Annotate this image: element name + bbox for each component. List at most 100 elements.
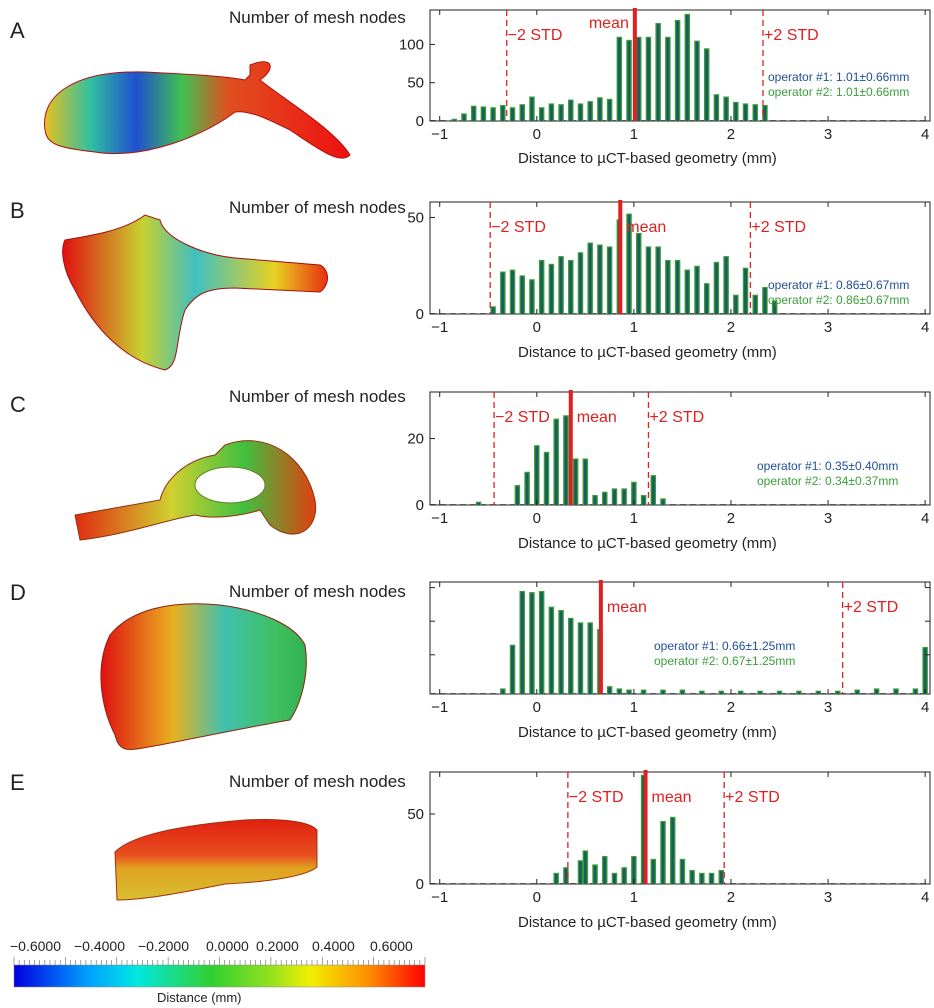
operator-2-stat: operator #2: 0.86±0.67mm [768, 293, 909, 307]
operator-1-stat: operator #1: 1.01±0.66mm [768, 70, 909, 84]
plus-2std-label: +2 STD [844, 599, 899, 616]
bar [894, 689, 898, 694]
panel-letter-d: D [10, 580, 26, 605]
bar [680, 690, 684, 694]
x-axis-label-c: Distance to µCT-based geometry (mm) [518, 535, 777, 552]
bar [554, 419, 558, 505]
bar [603, 492, 607, 505]
x-tick-label: 2 [727, 510, 735, 527]
y-tick-label: 50 [407, 75, 424, 92]
minus-2std-label: −2 STD [508, 27, 563, 44]
panel-letter-e: E [10, 770, 25, 795]
x-tick-label: 4 [921, 126, 929, 143]
plus-2std-label: +2 STD [751, 219, 806, 236]
bar [559, 611, 563, 694]
x-tick-label: 1 [630, 510, 638, 527]
bar [569, 261, 573, 314]
operator-1-stat: operator #1: 0.35±0.40mm [757, 459, 898, 473]
bar [501, 689, 505, 694]
operator-2-stat: operator #2: 1.01±0.66mm [768, 85, 909, 99]
bar [661, 690, 665, 694]
bar [724, 257, 728, 314]
x-tick-label: 2 [727, 889, 735, 906]
x-tick-label: 1 [630, 319, 638, 336]
x-tick-label: 4 [921, 510, 929, 527]
bar [564, 416, 568, 505]
bar [875, 689, 879, 694]
bar [714, 95, 718, 121]
histogram-c: −1 0 1 2 3 4 0 20 mean −2 STD +2 STD operator #1: 0… [407, 390, 931, 527]
bar [700, 691, 704, 694]
bar [642, 690, 646, 694]
colorbar-tick-label: 0.4000 [312, 938, 355, 954]
bar [569, 100, 573, 121]
plus-2std-label: +2 STD [725, 789, 780, 806]
bar [744, 104, 747, 121]
colorbar-tick-label: 0.2000 [256, 938, 299, 954]
operator-1-stat: operator #1: 0.86±0.67mm [768, 278, 909, 292]
bar [520, 105, 524, 121]
mesh-render-a [44, 61, 351, 159]
bar [511, 645, 514, 694]
bar [452, 119, 456, 121]
bar [617, 37, 621, 121]
bar [855, 690, 859, 694]
x-tick-label: −1 [431, 889, 448, 906]
minus-2std-label: −2 STD [495, 409, 550, 426]
bar [588, 243, 592, 314]
bar [549, 264, 553, 314]
bar [501, 272, 505, 314]
bar [545, 453, 548, 505]
bar [588, 623, 592, 694]
bar [753, 105, 757, 121]
bar [690, 871, 694, 884]
bar [666, 261, 670, 314]
bar [671, 818, 675, 884]
bar [588, 102, 592, 121]
bar [816, 691, 820, 694]
bar [763, 106, 767, 121]
x-tick-label: 3 [824, 319, 832, 336]
colorbar-gradient [13, 964, 426, 988]
x-tick-label: 4 [921, 699, 929, 716]
colorbar-tick-label: −0.6000 [10, 938, 61, 954]
bar [627, 214, 631, 314]
bar [695, 266, 699, 314]
bar [739, 691, 743, 694]
bar [491, 307, 495, 314]
y-tick-label: 20 [407, 431, 424, 448]
minus-2std-label: −2 STD [491, 219, 546, 236]
y-tick-label: 100 [399, 36, 424, 53]
bar [564, 868, 568, 884]
x-tick-label: −1 [431, 126, 448, 143]
x-tick-label: 0 [533, 319, 541, 336]
bar [661, 822, 665, 884]
bar [501, 106, 505, 121]
histogram-d: −1 0 1 2 3 4 mean +2 STD operator #1: 0.66±1.25m… [429, 580, 931, 716]
bar [676, 261, 680, 314]
colorbar-tick-label: −0.2000 [138, 938, 189, 954]
histogram-b: −1 0 1 2 3 4 0 50 mean −2 STD +2 STD operator #1: 0… [407, 200, 931, 336]
bar [734, 103, 738, 121]
bar [477, 502, 480, 505]
x-tick-label: 1 [630, 126, 638, 143]
histogram-e: −1 0 1 2 3 4 0 50 mean −2 STD +2 STD [407, 770, 931, 906]
bar [579, 861, 582, 884]
bar [540, 108, 544, 121]
bar [569, 619, 573, 694]
bar [734, 295, 738, 314]
bar [530, 280, 534, 314]
x-tick-label: −1 [431, 319, 448, 336]
bar [719, 871, 723, 884]
bar [646, 247, 650, 314]
x-tick-label: 0 [533, 889, 541, 906]
x-tick-label: 2 [727, 319, 735, 336]
mean-label: mean [652, 789, 692, 806]
bar [608, 247, 612, 314]
bar [520, 276, 524, 314]
bar [656, 24, 660, 122]
mean-label: mean [589, 15, 629, 32]
bar [661, 499, 665, 505]
bar [778, 691, 781, 694]
bar [472, 106, 476, 121]
